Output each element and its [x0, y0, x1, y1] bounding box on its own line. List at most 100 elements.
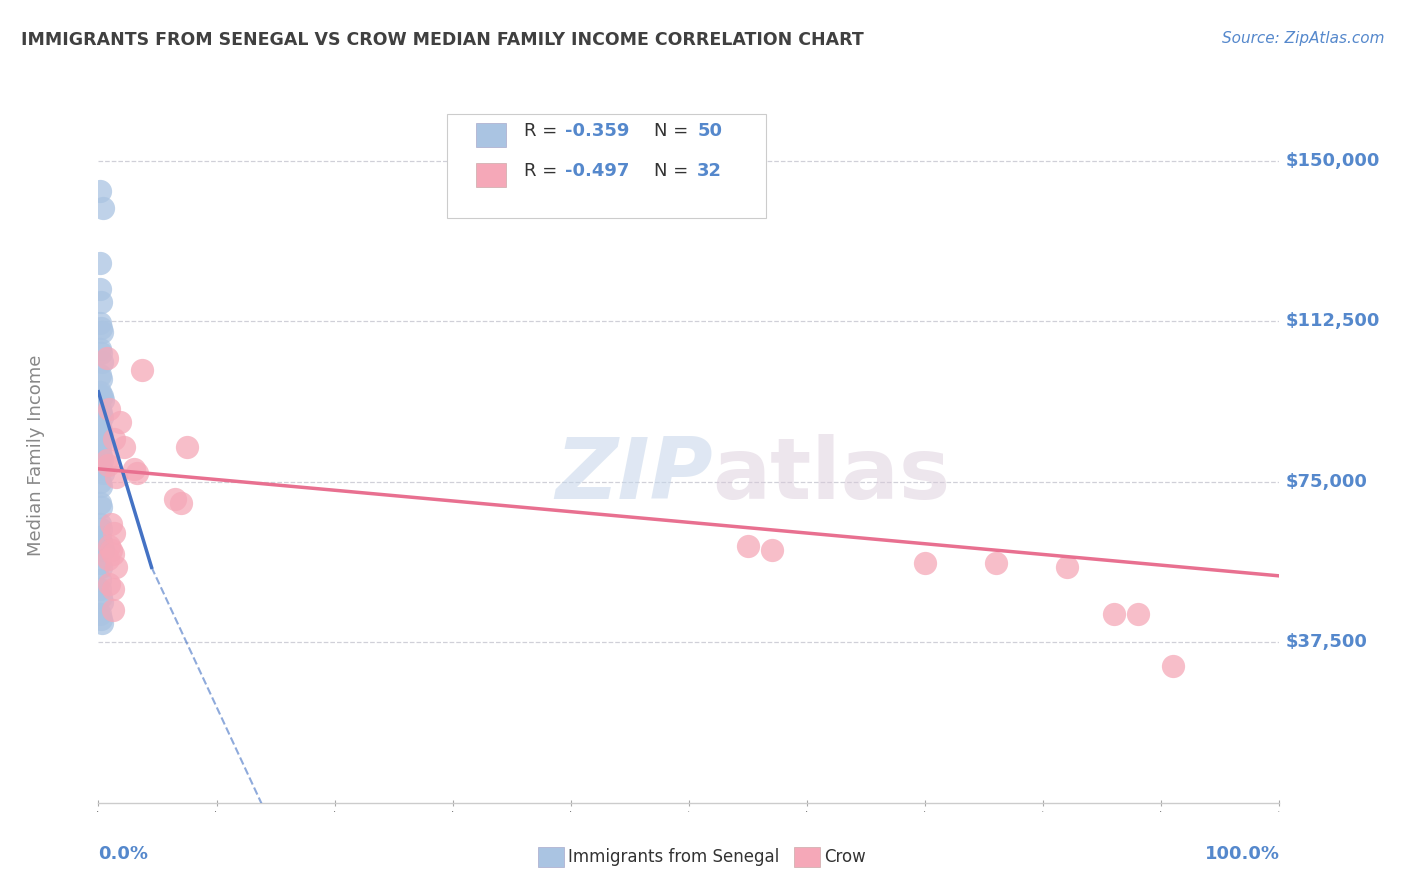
- Point: [165, 491, 187, 506]
- Point: [90, 346, 112, 360]
- Text: 100.0%: 100.0%: [1205, 845, 1279, 863]
- Point: [89, 462, 111, 476]
- Point: [127, 466, 149, 480]
- Point: [98, 577, 121, 591]
- Point: [131, 363, 153, 377]
- Point: [90, 389, 112, 403]
- Point: [89, 384, 111, 399]
- Point: [97, 551, 120, 566]
- Point: [97, 458, 120, 472]
- Text: Crow: Crow: [824, 848, 866, 866]
- Point: [91, 539, 114, 553]
- Text: $112,500: $112,500: [1285, 312, 1379, 330]
- Point: [89, 607, 111, 622]
- Point: [101, 603, 124, 617]
- Point: [90, 294, 112, 309]
- Point: [176, 441, 198, 455]
- Point: [1161, 658, 1184, 673]
- Point: [122, 462, 145, 476]
- Point: [89, 556, 111, 570]
- Point: [103, 432, 125, 446]
- Text: N =: N =: [654, 122, 693, 140]
- Point: [89, 282, 111, 296]
- FancyBboxPatch shape: [477, 162, 506, 187]
- Point: [103, 526, 125, 541]
- Text: $75,000: $75,000: [1285, 473, 1367, 491]
- Point: [90, 423, 112, 437]
- Point: [91, 410, 114, 425]
- Point: [89, 316, 111, 330]
- Point: [90, 320, 112, 334]
- Point: [89, 342, 111, 356]
- Point: [100, 517, 122, 532]
- Point: [89, 573, 111, 587]
- Point: [90, 406, 112, 420]
- Point: [89, 419, 111, 434]
- Text: -0.497: -0.497: [565, 162, 630, 180]
- Point: [91, 389, 114, 403]
- Point: [89, 184, 111, 198]
- Point: [761, 543, 783, 558]
- Point: [90, 560, 112, 574]
- Point: [105, 560, 128, 574]
- Point: [90, 436, 112, 450]
- Point: [98, 539, 121, 553]
- Text: 32: 32: [697, 162, 723, 180]
- Point: [91, 201, 114, 215]
- Point: [89, 475, 111, 489]
- Text: $37,500: $37,500: [1285, 633, 1367, 651]
- Point: [101, 548, 124, 562]
- Text: Source: ZipAtlas.com: Source: ZipAtlas.com: [1222, 31, 1385, 46]
- Point: [91, 325, 114, 339]
- FancyBboxPatch shape: [477, 123, 506, 147]
- Point: [101, 582, 124, 596]
- Point: [91, 427, 114, 442]
- Point: [91, 594, 114, 608]
- Point: [1126, 607, 1149, 622]
- Point: [90, 449, 112, 463]
- Text: Immigrants from Senegal: Immigrants from Senegal: [568, 848, 779, 866]
- Point: [90, 534, 112, 549]
- Text: ZIP: ZIP: [555, 434, 713, 517]
- Point: [91, 615, 114, 630]
- Point: [984, 556, 1007, 570]
- FancyBboxPatch shape: [447, 114, 766, 219]
- Point: [91, 453, 114, 467]
- Text: atlas: atlas: [713, 434, 950, 517]
- Point: [91, 355, 114, 369]
- Point: [737, 539, 759, 553]
- Text: $150,000: $150,000: [1285, 152, 1379, 169]
- Text: R =: R =: [523, 162, 562, 180]
- Point: [89, 432, 111, 446]
- Point: [90, 462, 112, 476]
- Text: -0.359: -0.359: [565, 122, 630, 140]
- Point: [96, 351, 118, 365]
- Point: [89, 582, 111, 596]
- Point: [89, 256, 111, 270]
- Point: [89, 401, 111, 416]
- Point: [96, 453, 118, 467]
- Point: [105, 470, 128, 484]
- Text: IMMIGRANTS FROM SENEGAL VS CROW MEDIAN FAMILY INCOME CORRELATION CHART: IMMIGRANTS FROM SENEGAL VS CROW MEDIAN F…: [21, 31, 863, 49]
- Point: [100, 543, 122, 558]
- Point: [1056, 560, 1078, 574]
- Point: [90, 372, 112, 386]
- Text: N =: N =: [654, 162, 693, 180]
- Point: [170, 496, 193, 510]
- Point: [914, 556, 936, 570]
- Point: [1102, 607, 1125, 622]
- Text: 50: 50: [697, 122, 723, 140]
- Point: [98, 401, 121, 416]
- Point: [112, 441, 135, 455]
- Point: [91, 393, 114, 408]
- Point: [89, 530, 111, 544]
- Text: Median Family Income: Median Family Income: [27, 354, 45, 556]
- Text: 0.0%: 0.0%: [98, 845, 149, 863]
- Point: [90, 522, 112, 536]
- Point: [91, 543, 114, 558]
- Point: [90, 612, 112, 626]
- Point: [90, 500, 112, 515]
- Point: [90, 591, 112, 605]
- Point: [89, 444, 111, 458]
- Text: R =: R =: [523, 122, 562, 140]
